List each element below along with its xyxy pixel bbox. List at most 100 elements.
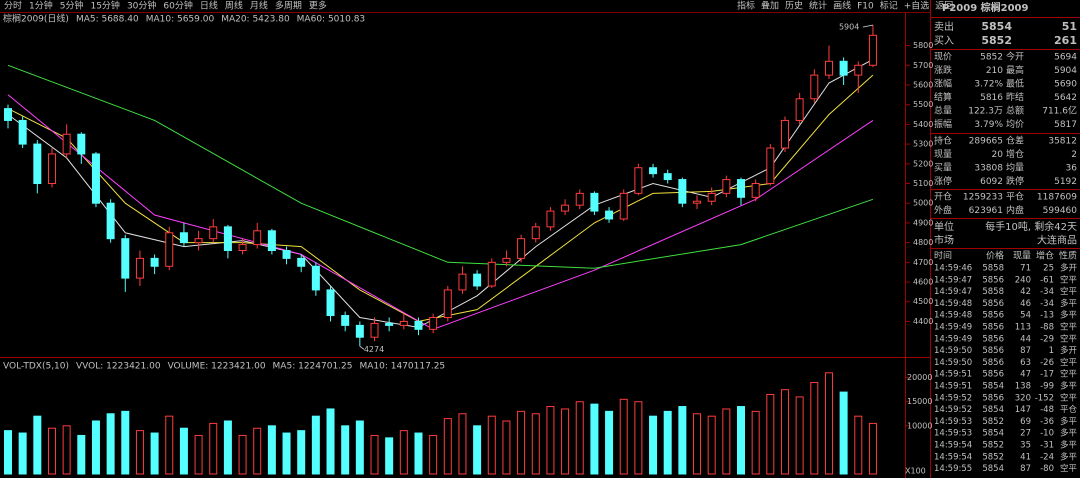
trade-qty: 320 (1015, 393, 1031, 403)
open-close-label: 内盘 (1006, 204, 1024, 216)
volume-bar (751, 410, 760, 475)
candle-body (77, 133, 86, 155)
toolbar-tab[interactable]: 15分钟 (90, 0, 119, 12)
quote-value: 5852 (980, 53, 1003, 63)
candle-body (546, 210, 555, 228)
candle-body (414, 320, 423, 330)
quote-value: 5642 (1054, 93, 1077, 103)
y-tick-label: 4900 (913, 218, 933, 227)
candle-body (267, 230, 276, 251)
quote-value: 5904 (1054, 66, 1077, 76)
toolbar-tab[interactable]: 分时 (4, 0, 22, 12)
volume-bar (355, 420, 364, 475)
candle-body (399, 320, 408, 326)
trade-nature: 平仓 (1060, 404, 1078, 415)
toolbar-tab[interactable]: 日线 (200, 0, 218, 12)
info-label: 市场 (934, 234, 954, 247)
volume-bar (531, 413, 540, 475)
trade-qty: 35 (1020, 441, 1031, 451)
trade-time: 14:59:52 (934, 393, 972, 403)
volume-bar (561, 408, 570, 475)
volume-bar (707, 415, 716, 475)
volume-bar (282, 432, 291, 475)
volume-bar (590, 403, 599, 475)
candle-body (194, 238, 203, 244)
trade-qty: 42 (1020, 287, 1031, 297)
candle-body (458, 273, 467, 291)
trade-price: 5856 (982, 323, 1004, 333)
candle-body (707, 192, 716, 202)
toolbar-tab[interactable]: 更多 (309, 0, 327, 12)
toolbar-tab[interactable]: 60分钟 (163, 0, 192, 12)
volume-bar (370, 434, 379, 475)
toolbar-button[interactable]: 指标 (737, 0, 755, 12)
toolbar-button[interactable]: F10 (857, 2, 874, 12)
trade-change: 1 (1049, 346, 1054, 356)
toolbar-tab[interactable]: 5分钟 (60, 0, 84, 12)
y-tick-label: 5400 (913, 120, 933, 129)
volume-bar (91, 420, 100, 475)
toolbar-button[interactable]: 叠加 (761, 1, 779, 12)
toolbar-tab[interactable]: 月线 (250, 0, 268, 12)
trade-nature: 多平 (1060, 298, 1078, 309)
y-tick-label: 4500 (913, 297, 933, 306)
toolbar-tab[interactable]: 多周期 (275, 0, 302, 12)
candle-body (150, 257, 159, 267)
candle-body (737, 179, 745, 198)
candle-body (487, 261, 496, 287)
trade-nature: 多平 (1060, 440, 1078, 451)
toolbar-button[interactable]: 历史 (785, 0, 803, 12)
open-close-value: 623961 (969, 206, 1003, 216)
vol-legend: MA5: 1224701.25 (273, 362, 353, 372)
volume-bar (165, 415, 174, 475)
y-tick-label: 5800 (913, 41, 933, 50)
toolbar-button[interactable]: 画线 (833, 0, 851, 12)
trade-qty: 87 (1020, 346, 1031, 356)
volume-bar (135, 430, 144, 475)
volume-bar (693, 413, 702, 475)
volume-bar (663, 410, 672, 475)
toolbar-button[interactable]: +自选 (904, 0, 930, 12)
trade-price: 5858 (982, 287, 1004, 297)
volume-bar (443, 418, 452, 475)
toolbar-tab[interactable]: 30分钟 (127, 0, 156, 12)
volume-bar (238, 434, 247, 475)
toolbar-button[interactable]: 统计 (809, 0, 827, 12)
ma-legend: MA10: 5659.00 (146, 15, 215, 25)
toolbar-button[interactable]: 返回 (935, 0, 953, 12)
toolbar-tab[interactable]: 1分钟 (29, 0, 53, 12)
quote-value: 5694 (1054, 53, 1077, 63)
trade-price: 5858 (982, 264, 1004, 274)
volume-bar (502, 420, 511, 475)
candle-body (179, 232, 188, 244)
position-value: 33808 (974, 164, 1003, 174)
trade-price: 5856 (982, 370, 1004, 380)
candle-body (751, 183, 760, 198)
candle-body (18, 119, 27, 145)
quote-label: 总额 (1006, 105, 1024, 117)
annotation-line (862, 24, 874, 28)
volume-bar (766, 394, 775, 475)
volume-bar (62, 425, 71, 475)
open-close-label: 平仓 (1006, 191, 1024, 203)
y-tick-label: 4700 (913, 258, 933, 267)
vol-legend: VOLUME: 1223421.00 (168, 362, 266, 372)
ma-legend: 棕榈2009(日线) (3, 13, 69, 25)
candle-body (766, 147, 775, 185)
trade-price: 5852 (982, 417, 1004, 427)
trade-change: -99 (1040, 382, 1054, 392)
quote-label: 振幅 (934, 118, 952, 130)
trade-time: 14:59:50 (934, 346, 972, 356)
volume-bar (326, 408, 335, 475)
trade-nature: 多平 (1060, 416, 1078, 427)
volume-bar (546, 406, 555, 475)
trade-nature: 空平 (1060, 322, 1078, 333)
y-tick-label: 15000 (907, 397, 932, 406)
trade-change: -26 (1040, 358, 1054, 368)
volume-bar (297, 430, 306, 475)
trade-price: 5856 (982, 299, 1004, 309)
toolbar-tab[interactable]: 周线 (225, 0, 243, 12)
book-price: 5852 (981, 34, 1012, 47)
toolbar-button[interactable]: 标记 (880, 0, 898, 12)
